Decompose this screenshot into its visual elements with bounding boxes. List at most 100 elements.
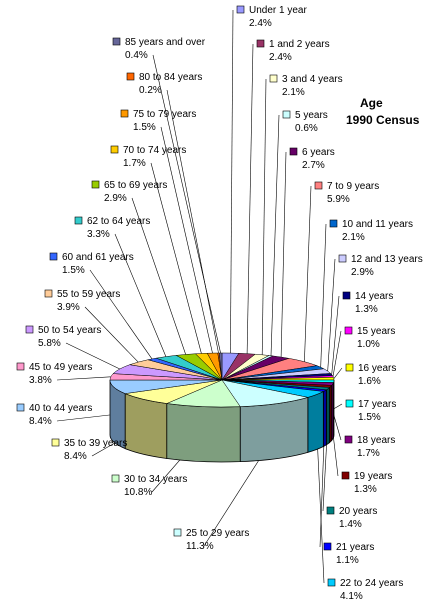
slice-label: 1 and 2 years <box>269 39 330 50</box>
slice-value: 1.6% <box>358 376 381 387</box>
legend-swatch <box>323 542 332 551</box>
slice-label: 30 to 34 years <box>124 474 187 485</box>
slice-value: 2.9% <box>104 193 127 204</box>
leader-line <box>89 269 153 360</box>
legend-swatch <box>173 528 182 537</box>
pie-wall <box>166 403 241 463</box>
pie-wall <box>322 389 327 448</box>
slice-label: 75 to 79 years <box>133 109 196 120</box>
slice-value: 1.5% <box>358 412 381 423</box>
slice-value: 1.0% <box>357 339 380 350</box>
pie-slice <box>218 352 223 381</box>
slice-label: 35 to 39 years <box>64 438 127 449</box>
slice-value: 2.9% <box>351 267 374 278</box>
leader-lines <box>56 9 343 584</box>
slice-value: 10.8% <box>124 487 152 498</box>
slice-value: 0.4% <box>125 50 148 61</box>
slice-label: 60 and 61 years <box>62 252 134 263</box>
leader-line <box>332 330 342 377</box>
slice-label: 7 to 9 years <box>327 181 379 192</box>
leader-line <box>280 151 287 358</box>
legend-swatch <box>329 219 338 228</box>
legend-swatch <box>110 145 119 154</box>
slice-value: 1.5% <box>62 265 85 276</box>
slice-value: 1.5% <box>133 122 156 133</box>
slice-value: 1.7% <box>357 448 380 459</box>
slice-label: 80 to 84 years <box>139 72 202 83</box>
chart-subtitle: 1990 Census <box>346 113 420 127</box>
slice-label: 17 years <box>358 399 396 410</box>
legend-swatch <box>126 72 135 81</box>
leader-line <box>131 197 186 355</box>
slice-label: 65 to 69 years <box>104 180 167 191</box>
pie-wall <box>307 390 324 453</box>
pie-wall <box>124 392 168 459</box>
leader-line <box>160 126 213 354</box>
slice-value: 1.3% <box>354 484 377 495</box>
slice-value: 2.4% <box>249 18 272 29</box>
leader-line <box>166 89 219 354</box>
legend-swatch <box>327 578 336 587</box>
slice-label: 85 years and over <box>125 37 206 48</box>
pie-body <box>109 352 335 463</box>
slice-value: 1.7% <box>123 158 146 169</box>
pie-wall <box>239 396 309 463</box>
slice-label: 70 to 74 years <box>123 145 186 156</box>
leader-line <box>327 258 336 372</box>
legend-swatch <box>120 109 129 118</box>
slice-label: Under 1 year <box>249 5 307 16</box>
legend-swatch <box>16 403 25 412</box>
slice-value: 2.1% <box>342 232 365 243</box>
slice-value: 2.1% <box>282 87 305 98</box>
legend-swatch <box>91 180 100 189</box>
leader-line <box>320 223 327 368</box>
slice-value: 8.4% <box>29 416 52 427</box>
leader-line <box>150 162 202 354</box>
leader-line <box>65 342 120 370</box>
slice-value: 2.4% <box>269 52 292 63</box>
leader-line <box>152 54 221 354</box>
chart-title: Age <box>360 96 383 110</box>
legend-swatch <box>44 289 53 298</box>
slice-label: 22 to 24 years <box>340 578 403 589</box>
slice-value: 0.2% <box>139 85 162 96</box>
legend-swatch <box>111 474 120 483</box>
slice-labels: Under 1 year 2.4% 1 and 2 years 2.4% 3 and 4… <box>16 5 423 602</box>
legend-swatch <box>16 362 25 371</box>
slice-value: 5.8% <box>38 338 61 349</box>
leader-line <box>230 9 234 354</box>
legend-swatch <box>345 363 354 372</box>
slice-label: 45 to 49 years <box>29 362 92 373</box>
legend-swatch <box>236 5 245 14</box>
slice-label: 18 years <box>357 435 395 446</box>
leader-line <box>246 43 254 354</box>
legend-swatch <box>344 326 353 335</box>
slice-label: 62 to 64 years <box>87 216 150 227</box>
slice-label: 14 years <box>355 291 393 302</box>
slice-value: 3.3% <box>87 229 110 240</box>
slice-label: 40 to 44 years <box>29 403 92 414</box>
slice-label: 20 years <box>339 506 377 517</box>
leader-line <box>333 403 343 410</box>
slice-label: 50 to 54 years <box>38 325 101 336</box>
pie-slice <box>165 379 241 408</box>
leader-line <box>56 414 114 422</box>
slice-value: 2.7% <box>302 160 325 171</box>
slice-label: 19 years <box>354 471 392 482</box>
legend-swatch <box>342 291 351 300</box>
leader-line <box>270 114 280 356</box>
slice-value: 4.1% <box>340 591 363 602</box>
legend-swatch <box>289 147 298 156</box>
leader-line <box>84 306 139 363</box>
legend-swatch <box>112 37 121 46</box>
leader-line <box>56 376 111 381</box>
pie-slice <box>221 379 308 407</box>
legend-swatch <box>314 181 323 190</box>
slice-label: 21 years <box>336 542 374 553</box>
slice-value: 5.9% <box>327 194 350 205</box>
leader-line <box>331 295 340 375</box>
legend-swatch <box>344 435 353 444</box>
legend-swatch <box>341 471 350 480</box>
slice-value: 1.4% <box>339 519 362 530</box>
